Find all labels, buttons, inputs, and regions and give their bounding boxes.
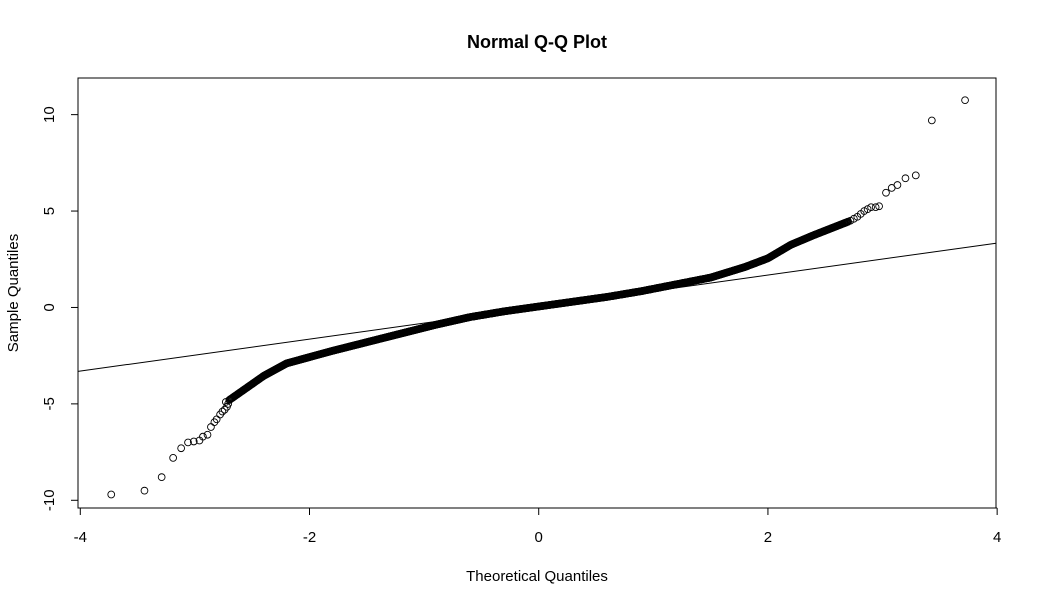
y-axis-label: Sample Quantiles	[5, 234, 22, 352]
sample-point	[844, 217, 853, 226]
sample-point	[901, 174, 910, 183]
x-tick-label: 4	[993, 529, 1001, 546]
sample-point	[207, 423, 215, 431]
sample-point	[218, 407, 227, 416]
sample-point	[867, 203, 875, 212]
sample-point	[177, 444, 185, 453]
y-tick-label: -10	[41, 489, 58, 511]
y-tick-label: 10	[41, 106, 58, 123]
sample-point	[189, 437, 198, 446]
sample-point	[203, 430, 212, 439]
sample-point	[871, 203, 880, 212]
x-tick-label: 0	[535, 529, 543, 546]
y-tick-label: 0	[41, 303, 58, 311]
sample-point	[169, 454, 177, 462]
y-tick-label: -5	[41, 397, 58, 410]
sample-point	[184, 438, 192, 447]
sample-point	[911, 171, 920, 180]
x-axis: -4 -2 0 2 4	[74, 507, 1001, 546]
sample-point	[199, 432, 207, 441]
x-axis-label: Theoretical Quantiles	[466, 568, 608, 585]
x-tick-label: -4	[74, 529, 87, 546]
sample-points-group	[107, 96, 969, 499]
sample-point	[157, 473, 166, 481]
sample-point	[107, 490, 116, 499]
sample-point	[140, 486, 149, 495]
sample-point	[961, 96, 969, 105]
sample-point	[893, 181, 902, 189]
chart-title: Normal Q-Q Plot	[467, 32, 607, 52]
sample-point	[875, 202, 883, 211]
sample-point	[882, 188, 890, 197]
y-axis: -10 -5 0 5 10	[41, 106, 79, 511]
plot-frame	[77, 77, 997, 509]
x-tick-label: 2	[764, 529, 772, 546]
y-tick-label: 5	[41, 207, 58, 215]
sample-point	[927, 116, 936, 125]
x-tick-label: -2	[303, 529, 316, 546]
